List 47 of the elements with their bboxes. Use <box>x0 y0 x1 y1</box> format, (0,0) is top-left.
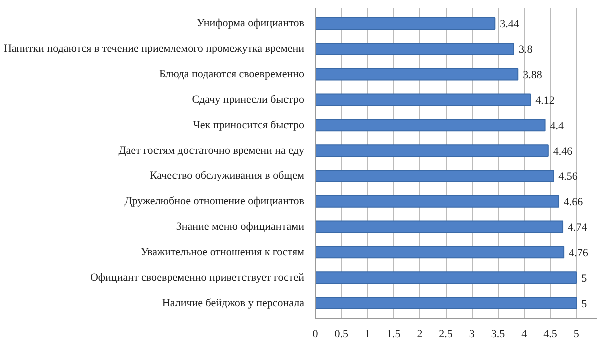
bar <box>316 272 578 284</box>
data-label: 4.12 <box>536 94 555 107</box>
y-tick-label: Униформа официантов <box>197 18 305 30</box>
x-tick-label: 2 <box>417 328 423 340</box>
x-tick-label: 4 <box>522 328 528 340</box>
data-label: 4.74 <box>568 222 588 234</box>
y-tick-label: Официант своевременно приветствует гостей <box>90 272 305 284</box>
bar <box>316 68 519 81</box>
y-tick-label: Знание меню официантами <box>176 221 305 234</box>
y-tick-label: Уважительное отношения к гостям <box>141 246 305 258</box>
bar <box>316 246 565 259</box>
data-label: 5 <box>582 272 588 285</box>
data-label: 3.8 <box>518 44 534 56</box>
data-label: 4.76 <box>569 247 589 260</box>
data-label: 3.44 <box>500 18 520 31</box>
x-tick-label: 5 <box>574 328 580 340</box>
x-tick-label: 1 <box>364 328 370 340</box>
bar <box>316 195 560 208</box>
y-tick-label: Напитки подаются в течение приемлемого промежутка времени <box>4 43 305 56</box>
y-tick-label: Сдачу принесли быстро <box>192 94 305 106</box>
data-label: 4.56 <box>558 171 578 184</box>
y-tick-label: Дает гостям достаточно времени на еду <box>118 144 305 157</box>
y-tick-label: Дружелюбное отношение официантов <box>124 196 305 208</box>
x-tick-label: 3 <box>469 328 476 340</box>
bar <box>316 220 564 234</box>
y-tick-label: Качество обслуживания в общем <box>150 170 305 182</box>
data-label: 5 <box>582 298 588 310</box>
x-tick-label: 2.5 <box>439 328 454 340</box>
data-label: 3.88 <box>523 70 543 82</box>
data-label: 4.4 <box>550 120 565 132</box>
bar <box>316 297 578 310</box>
bar <box>316 18 496 30</box>
bar <box>316 144 549 158</box>
x-tick-label: 4.5 <box>544 328 558 340</box>
x-tick-label: 1.5 <box>386 328 402 340</box>
bar <box>316 94 532 106</box>
bar <box>316 170 554 182</box>
x-tick-label: 0.5 <box>334 328 349 340</box>
data-label: 4.66 <box>564 196 584 209</box>
bar <box>316 42 514 56</box>
x-tick-label: 0 <box>312 328 319 340</box>
y-tick-label: Чек приносится быстро <box>193 119 305 132</box>
data-label: 4.46 <box>553 146 574 158</box>
bar <box>316 119 546 132</box>
y-tick-label: Наличие бейджов у персонала <box>162 297 305 310</box>
y-tick-label: Блюда подаются своевременно <box>159 68 305 81</box>
x-tick-label: 3.5 <box>491 328 506 340</box>
